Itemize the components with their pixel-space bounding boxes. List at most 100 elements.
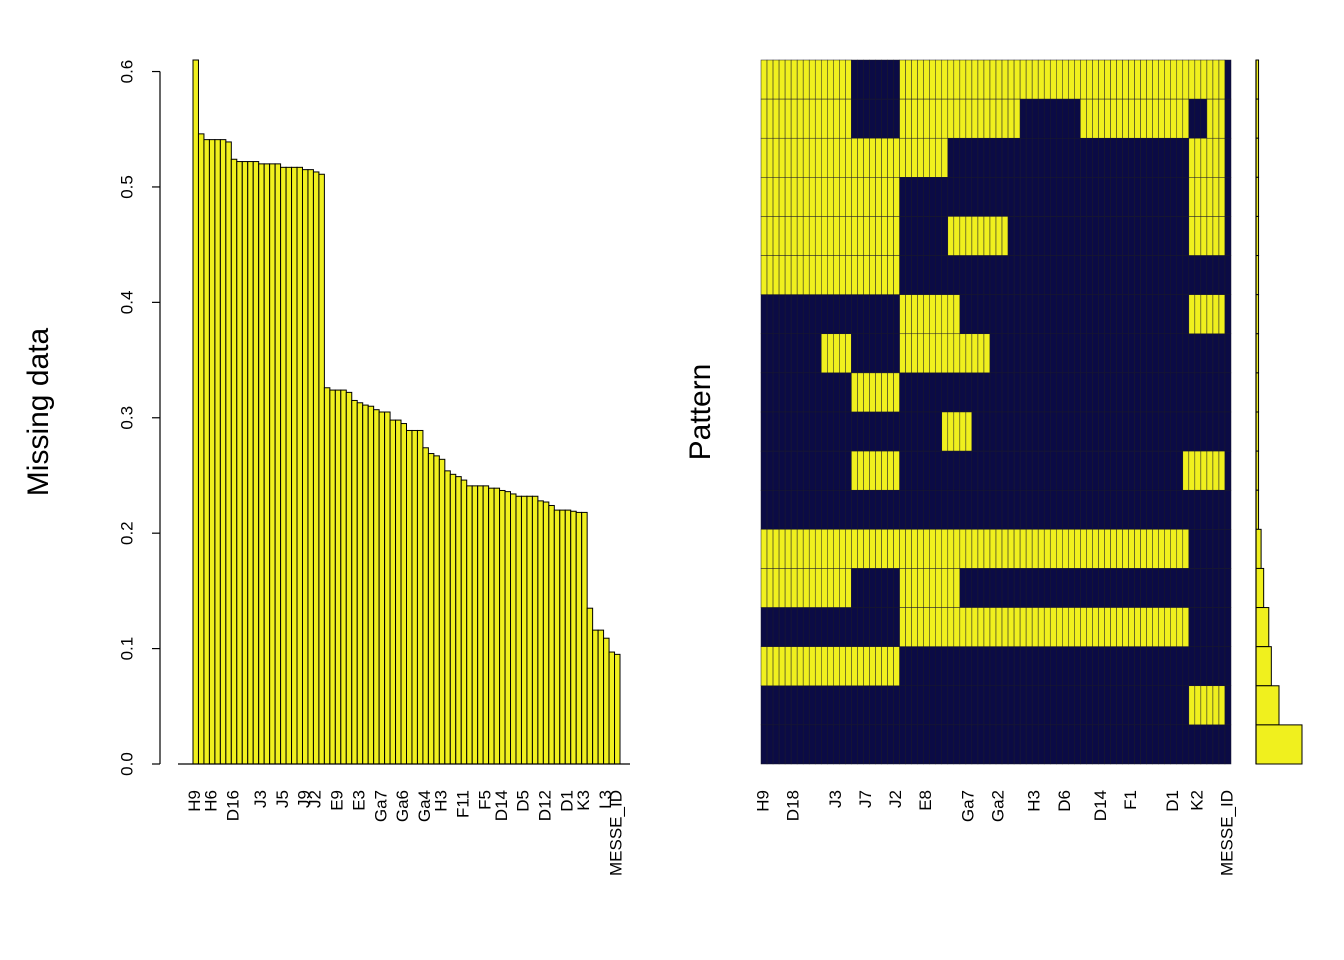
pattern-cell [845, 137, 852, 178]
pattern-cell [887, 724, 894, 765]
pattern-cell [1080, 137, 1087, 178]
pattern-cell [1176, 137, 1184, 178]
pattern-cell [1176, 59, 1184, 100]
pattern-cell [1001, 372, 1009, 413]
pattern-cell [1140, 59, 1147, 100]
pattern-cell [1218, 607, 1226, 647]
pattern-cell [1025, 607, 1033, 647]
pattern-cell [790, 216, 798, 256]
pattern-cell [863, 333, 870, 374]
pattern-cell [989, 489, 997, 530]
pattern-cell [935, 137, 943, 178]
pattern-cell [1043, 137, 1051, 178]
pattern-cell [839, 646, 846, 687]
pattern-cell [1128, 255, 1135, 295]
pattern-cell [995, 216, 1003, 256]
pattern-cell [989, 216, 997, 256]
pattern-cell [1062, 333, 1069, 374]
pattern-cell [953, 685, 961, 726]
pattern-cell [766, 685, 774, 726]
pattern-cell [935, 450, 943, 491]
bar [351, 399, 358, 765]
pattern-cell [1158, 59, 1165, 100]
pattern-cell [893, 255, 900, 295]
pattern-cell [1110, 568, 1117, 608]
bar [564, 509, 572, 765]
pattern-cell [869, 372, 876, 413]
pattern-cell [1146, 59, 1153, 100]
pattern-cell [1092, 59, 1099, 100]
pattern-cell [1098, 255, 1105, 295]
pattern-cell [778, 216, 786, 256]
pattern-cell [1164, 607, 1171, 647]
pattern-cell [1049, 177, 1057, 217]
pattern-cell [917, 372, 924, 413]
pattern-cell [760, 294, 768, 335]
pattern-cell [857, 685, 864, 726]
pattern-cell [983, 59, 991, 100]
pattern-cell [1146, 724, 1153, 765]
pattern-cell [995, 646, 1003, 687]
pattern-cell [899, 137, 906, 178]
pattern-cell [983, 294, 991, 335]
pattern-cell [947, 59, 955, 100]
pattern-cell [989, 724, 997, 765]
pattern-cell [1104, 568, 1111, 608]
pattern-cell [1043, 333, 1051, 374]
pattern-cell [941, 137, 949, 178]
pattern-cell [1001, 98, 1009, 139]
pattern-cell [959, 98, 967, 139]
pattern-cell [772, 137, 780, 178]
pattern-cell [947, 98, 955, 139]
pattern-cell [1218, 489, 1226, 530]
pattern-cell [772, 59, 780, 100]
pattern-cell [905, 450, 912, 491]
pattern-cell [923, 372, 930, 413]
pattern-cell [947, 450, 955, 491]
pattern-cell [1122, 724, 1129, 765]
pattern-cell [1170, 724, 1178, 765]
x-tick-label: L3 [596, 790, 615, 809]
pattern-cell [790, 137, 798, 178]
pattern-cell [1068, 372, 1075, 413]
pattern-cell [1037, 411, 1045, 452]
pattern-cell [1098, 294, 1105, 335]
bar [427, 453, 435, 765]
bar [301, 169, 309, 765]
pattern-cell [941, 489, 949, 530]
pattern-cell [1176, 646, 1184, 687]
pattern-cell [917, 724, 924, 765]
pattern-cell [827, 529, 834, 569]
pattern-cell [1224, 529, 1232, 569]
pattern-cell [1013, 724, 1021, 765]
pattern-cell [1116, 450, 1123, 491]
pattern-cell [863, 59, 870, 100]
pattern-cell [953, 607, 961, 647]
pattern-cell [1188, 372, 1196, 413]
pattern-cell [953, 529, 961, 569]
pattern-cell [911, 724, 918, 765]
pattern-cell [1062, 685, 1069, 726]
pattern-cell [1007, 646, 1015, 687]
pattern-cell [1031, 372, 1039, 413]
pattern-cell [1110, 607, 1117, 647]
pattern-cell [1098, 98, 1105, 139]
pattern-cell [772, 529, 780, 569]
pattern-cell [1218, 411, 1226, 452]
pattern-cell [1007, 98, 1015, 139]
pattern-cell [857, 372, 864, 413]
pattern-cell [1122, 646, 1129, 687]
pattern-cell [887, 685, 894, 726]
pattern-cell [923, 685, 930, 726]
pattern-cell [995, 607, 1003, 647]
pattern-cell [814, 568, 822, 608]
pattern-cell [760, 529, 768, 569]
pattern-cell [845, 216, 852, 256]
pattern-cell [1013, 529, 1021, 569]
pattern-cell [1098, 489, 1105, 530]
pattern-cell [1074, 294, 1081, 335]
pattern-cell [989, 685, 997, 726]
pattern-cell [971, 255, 979, 295]
pattern-cell [1013, 568, 1021, 608]
pattern-cell [1001, 333, 1009, 374]
